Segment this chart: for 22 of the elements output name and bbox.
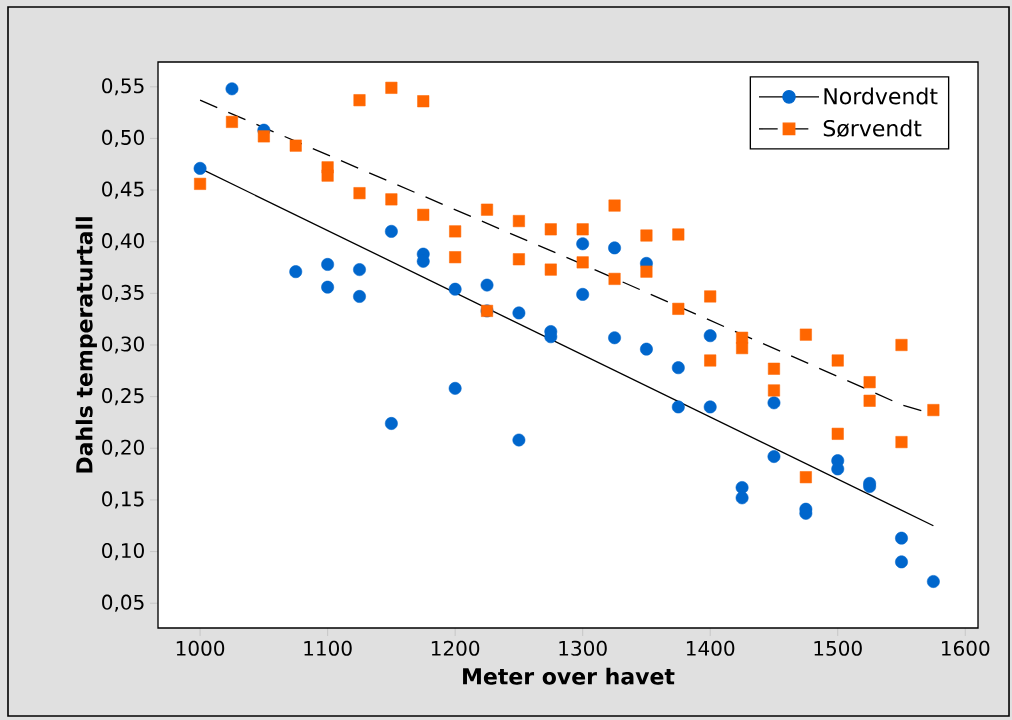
legend-label: Sørvendt xyxy=(823,119,922,138)
y-tick-label: 0,20 xyxy=(102,439,144,457)
y-tick-label: 0,50 xyxy=(102,129,144,148)
y-tick-label: 0,35 xyxy=(102,284,144,302)
x-tick-label: 1000 xyxy=(176,640,225,656)
x-tick-label: 1300 xyxy=(559,640,607,656)
y-tick-label: 0,30 xyxy=(102,336,144,354)
y-tick-label: 0,40 xyxy=(102,233,144,251)
x-tick-label: 1100 xyxy=(304,640,352,656)
x-tick-label: 1400 xyxy=(686,640,735,656)
y-tick-label: 0,15 xyxy=(102,491,144,509)
y-axis-title: Dahls temperaturtall xyxy=(75,217,97,473)
y-tick-label: 0,10 xyxy=(102,542,144,561)
y-tick-label: 0,45 xyxy=(102,181,144,199)
x-tick-label: 1500 xyxy=(814,640,862,656)
x-tick-label: 1200 xyxy=(431,640,480,656)
y-tick-label: 0,55 xyxy=(102,78,144,96)
legend-label: Nordvendt xyxy=(824,87,938,105)
x-axis-title: Meter over havet xyxy=(463,667,675,685)
x-tick-label: 1600 xyxy=(942,640,990,656)
y-tick-label: 0,25 xyxy=(102,388,144,406)
y-tick-label: 0,05 xyxy=(102,594,144,612)
